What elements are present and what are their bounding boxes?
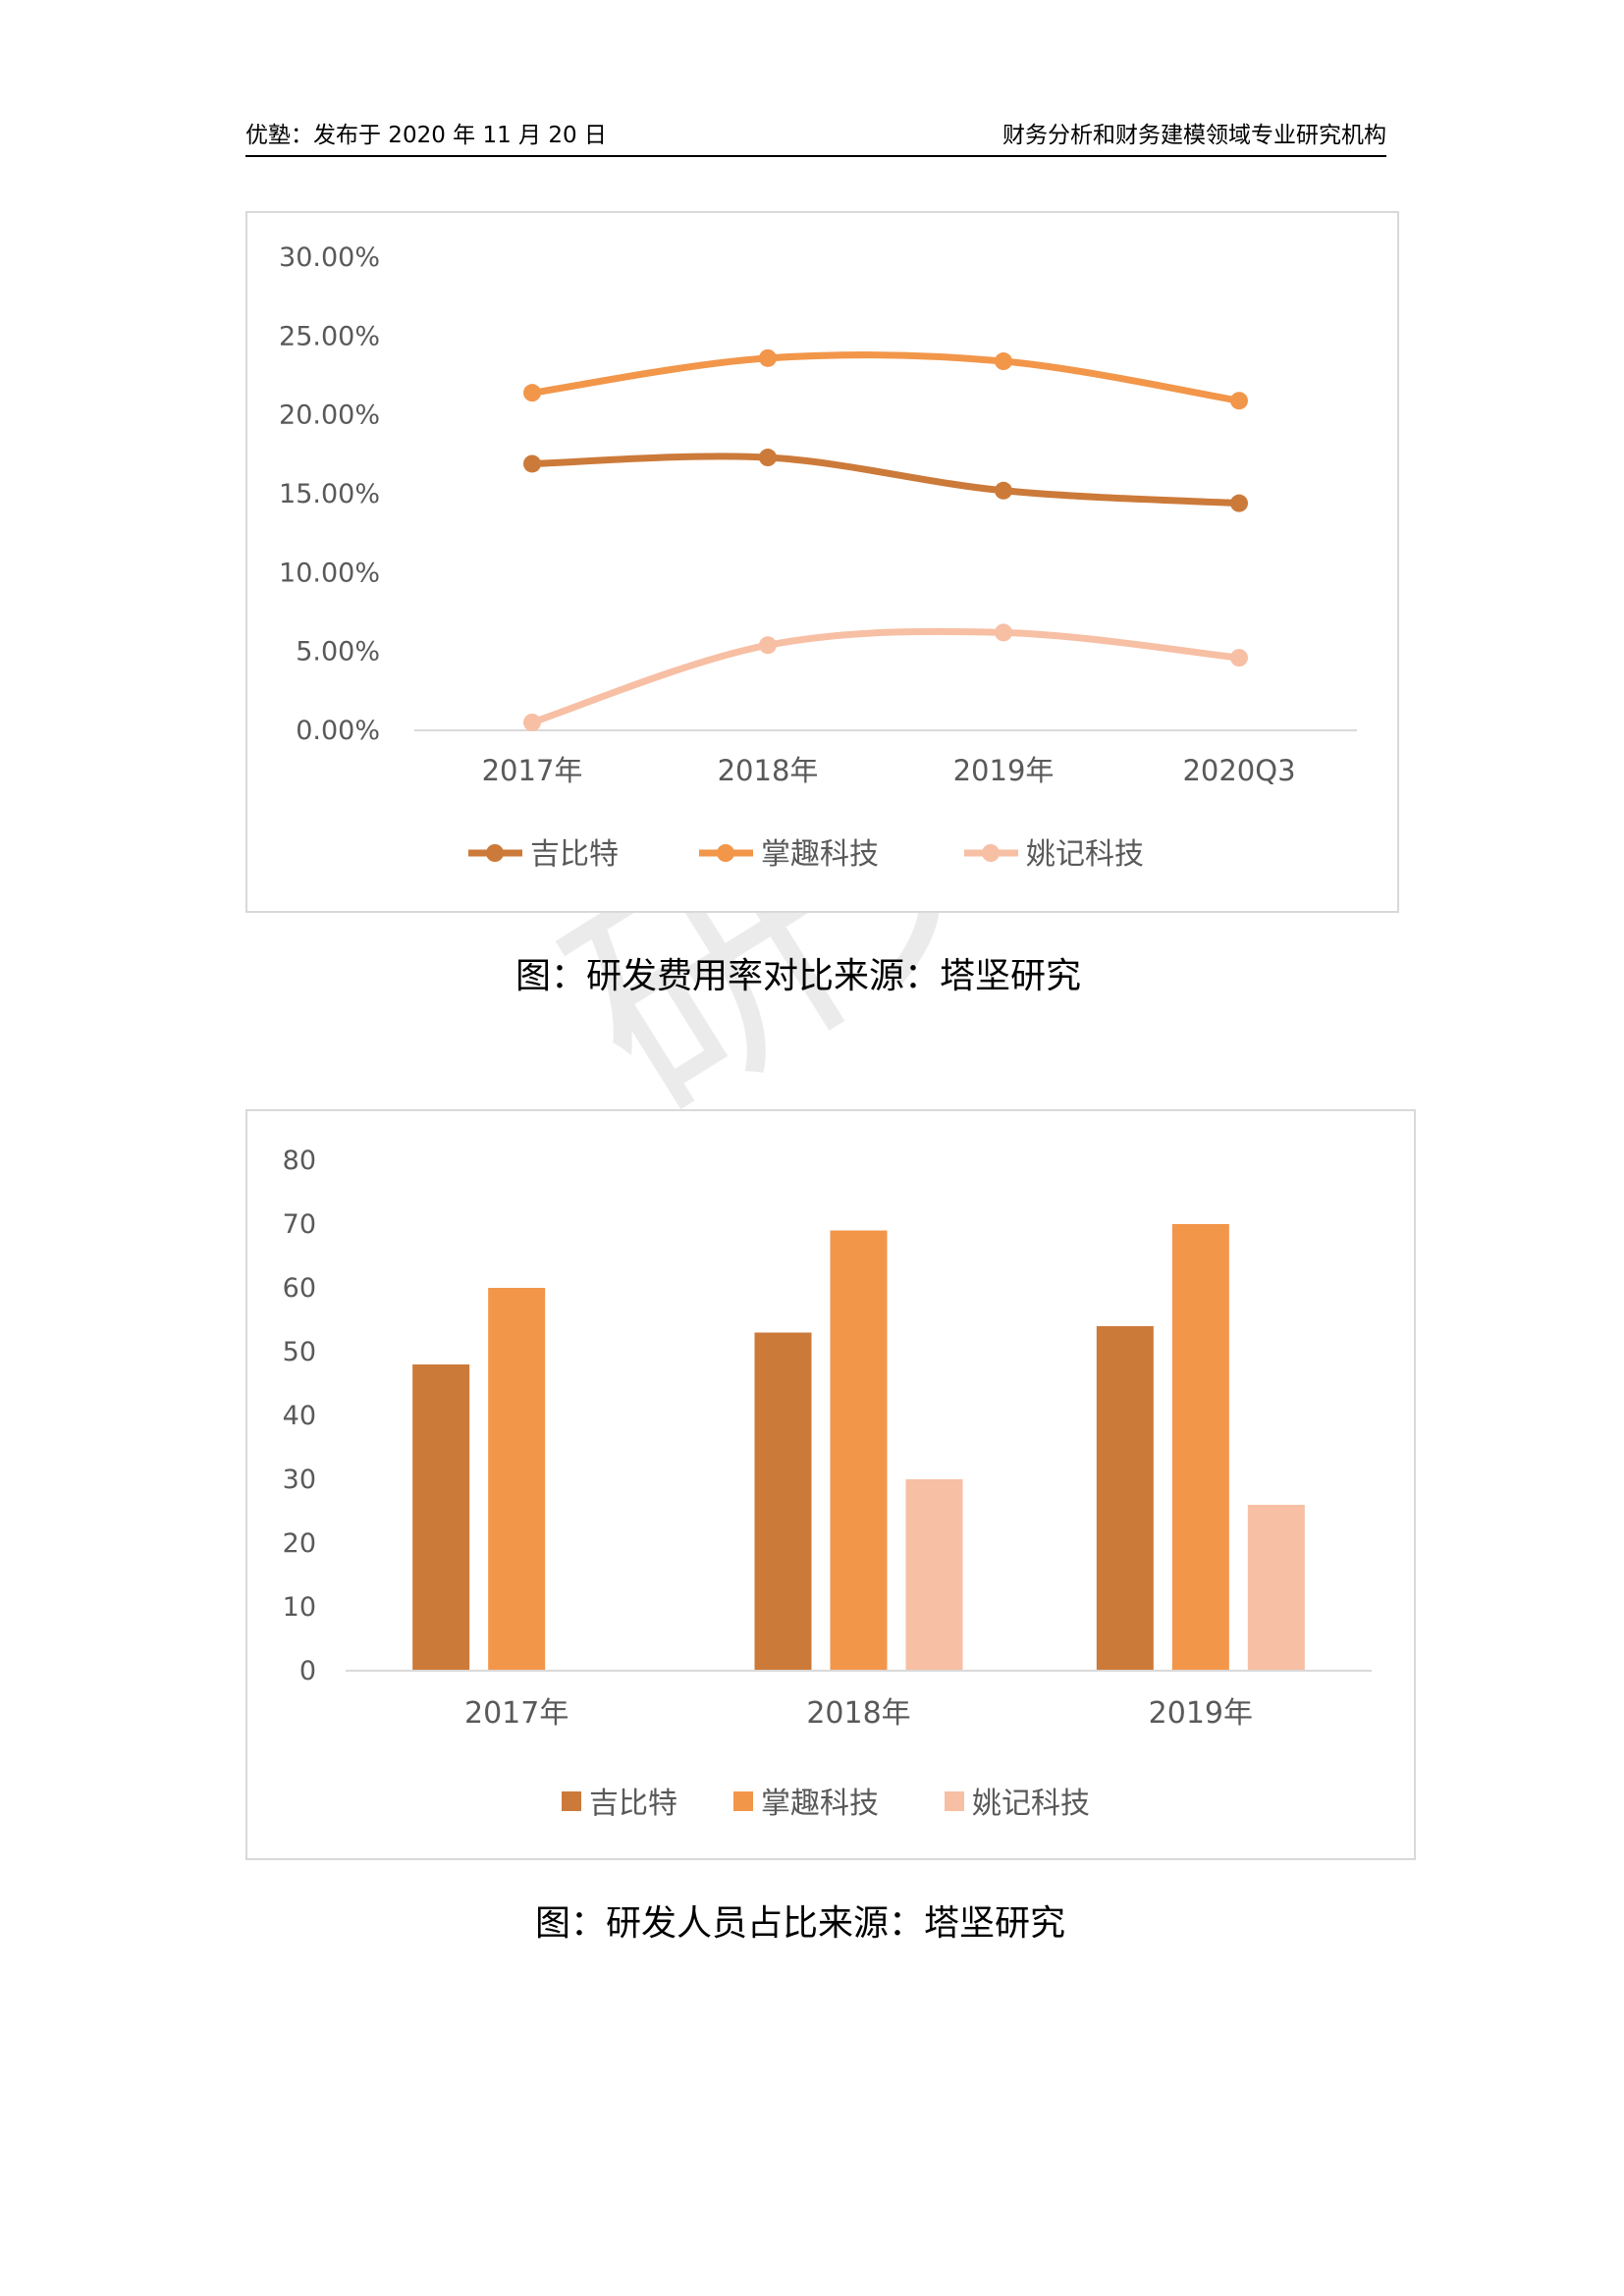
- publish-info: 优塾：发布于 2020 年 11 月 20 日: [245, 123, 607, 148]
- bar-jibite: [412, 1364, 470, 1671]
- y-tick-label: 0: [299, 1656, 316, 1686]
- point-jibite: [995, 481, 1012, 500]
- line-chart-caption: 图：研发费用率对比来源：塔坚研究: [515, 956, 1082, 996]
- line-chart-svg: 0.00% 5.00% 10.00% 15.00% 20.00% 25.00% 30.00%…: [279, 242, 1357, 872]
- legend-jibite-label: 吉比特: [530, 837, 619, 872]
- y-tick-label: 20: [283, 1528, 316, 1559]
- point-yaoji: [759, 636, 777, 655]
- x-tick-label: 2018年: [718, 754, 819, 787]
- legend-zhangqu-label: 掌趣科技: [761, 1787, 879, 1821]
- bar-jibite: [754, 1332, 812, 1671]
- y-tick-label: 5.00%: [296, 637, 380, 667]
- y-tick-label: 10: [283, 1592, 316, 1623]
- x-tick-label: 2020Q3: [1182, 754, 1295, 787]
- point-yaoji: [523, 713, 541, 731]
- x-tick-label: 2017年: [482, 754, 583, 787]
- legend-yaoji-marker: [982, 844, 1000, 862]
- y-tick-label: 15.00%: [279, 479, 380, 509]
- x-tick-label: 2019年: [1149, 1696, 1253, 1731]
- y-tick-label: 10.00%: [279, 558, 380, 588]
- y-tick-label: 0.00%: [296, 716, 380, 746]
- bar-yaoji: [1247, 1505, 1305, 1671]
- y-tick-label: 30.00%: [279, 242, 380, 273]
- series-line-zhangqu: [528, 351, 1243, 404]
- bar-zhangqu: [488, 1288, 546, 1671]
- legend-zhangqu-swatch: [733, 1791, 753, 1811]
- page-header: 优塾：发布于 2020 年 11 月 20 日 财务分析和财务建模领域专业研究机…: [245, 116, 1386, 157]
- bar-jibite: [1096, 1326, 1154, 1671]
- point-jibite: [523, 454, 541, 473]
- point-zhangqu: [1230, 392, 1248, 410]
- y-tick-label: 50: [283, 1337, 316, 1367]
- bar-yaoji: [905, 1479, 963, 1671]
- series-line-yaoji: [528, 627, 1243, 726]
- point-yaoji: [1230, 649, 1248, 667]
- point-yaoji: [995, 623, 1012, 642]
- legend-jibite-label: 吉比特: [589, 1787, 677, 1821]
- y-tick-label: 80: [283, 1146, 316, 1176]
- legend-jibite-swatch: [562, 1791, 581, 1811]
- point-jibite: [759, 449, 777, 467]
- legend-yaoji-label: 姚记科技: [1026, 837, 1144, 872]
- bar-zhangqu: [830, 1230, 888, 1671]
- y-tick-label: 60: [283, 1273, 316, 1304]
- legend-zhangqu-marker: [717, 844, 734, 862]
- y-tick-label: 25.00%: [279, 321, 380, 351]
- point-zhangqu: [523, 384, 541, 402]
- legend-yaoji-swatch: [945, 1791, 964, 1811]
- point-zhangqu: [995, 352, 1012, 371]
- rd-expense-ratio-chart: 0.00% 5.00% 10.00% 15.00% 20.00% 25.00% 30.00%…: [245, 211, 1399, 913]
- y-tick-label: 20.00%: [279, 400, 380, 431]
- point-jibite: [1230, 494, 1248, 512]
- org-tagline: 财务分析和财务建模领域专业研究机构: [1002, 123, 1386, 148]
- bar-chart-caption: 图：研发人员占比来源：塔坚研究: [535, 1903, 1066, 1944]
- series-line-jibite: [528, 453, 1243, 507]
- y-tick-label: 70: [283, 1209, 316, 1240]
- x-tick-label: 2018年: [806, 1696, 910, 1731]
- bar-zhangqu: [1171, 1224, 1229, 1671]
- legend-jibite-marker: [486, 844, 504, 862]
- rd-staff-ratio-chart: 0 10 20 30 40 50 60 70 80 2017年 2018年 2019年吉比特 掌趣科技 姚…: [245, 1109, 1416, 1860]
- y-tick-label: 30: [283, 1465, 316, 1495]
- x-tick-label: 2017年: [464, 1696, 568, 1731]
- y-tick-label: 40: [283, 1401, 316, 1431]
- legend-yaoji-label: 姚记科技: [972, 1787, 1090, 1821]
- point-zhangqu: [759, 348, 777, 367]
- x-tick-label: 2019年: [953, 754, 1055, 787]
- legend-zhangqu-label: 掌趣科技: [761, 837, 879, 872]
